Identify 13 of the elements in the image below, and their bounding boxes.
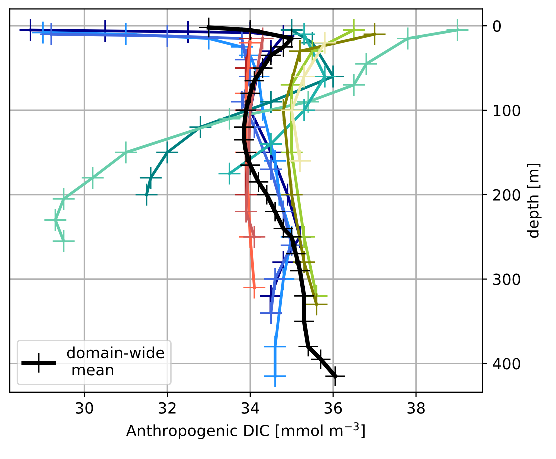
x-tick-label: 34 [242, 402, 260, 414]
x-axis-title: Anthropogenic DIC [mmol m$^{−3}$] [126, 422, 365, 440]
y-tick-label: 400 [493, 358, 520, 370]
x-tick-label: 36 [324, 402, 342, 414]
x-tick-label: 32 [158, 402, 176, 414]
y-tick-label: 200 [493, 189, 520, 201]
x-tick-label: 30 [76, 402, 94, 414]
y-tick-label: 100 [494, 104, 520, 117]
y-tick-label: 300 [493, 274, 520, 286]
x-tick-label: 38 [408, 402, 425, 414]
y-tick-label: 0 [493, 20, 502, 32]
y-axis-title: depth [m] [527, 164, 542, 238]
legend-label: domain-wide mean [67, 346, 164, 376]
